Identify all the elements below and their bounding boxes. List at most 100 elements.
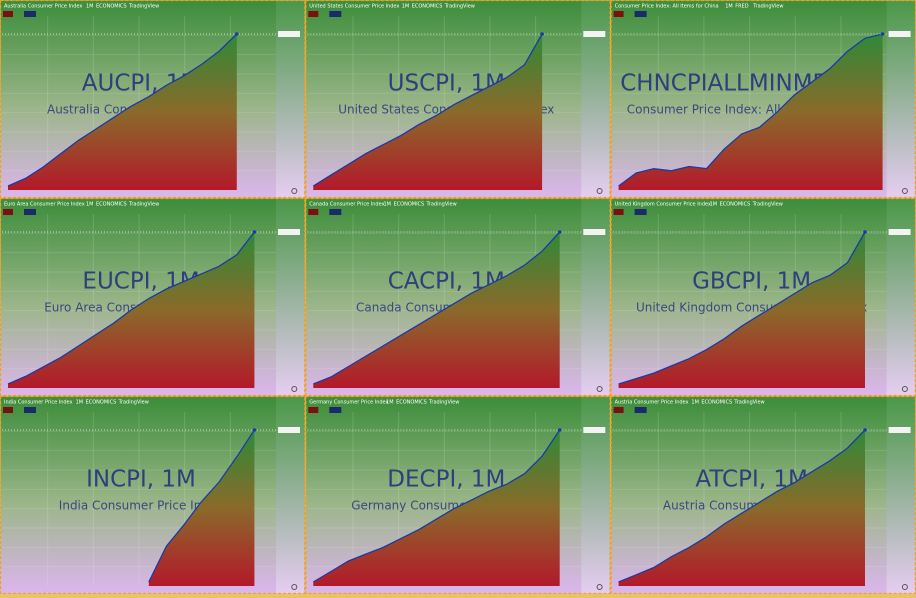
price-area	[148, 430, 255, 586]
ohlc-badge	[329, 11, 342, 17]
ohlc-badge	[613, 11, 624, 17]
chart-header: Australia Consumer Price Index	[4, 4, 82, 10]
source: ECONOMICS	[96, 202, 127, 208]
panel-border	[610, 0, 916, 199]
price-line	[618, 429, 866, 583]
chart-panel: Euro Area Consumer Price Index 1M ECONOMIC…	[0, 197, 306, 397]
last-price-tag	[583, 229, 606, 235]
price-line	[148, 429, 255, 583]
ohlc-badge	[634, 209, 647, 215]
panel-border	[0, 0, 306, 199]
platform: TradingView	[444, 4, 475, 10]
price-axis	[886, 396, 915, 594]
ohlc-badge	[308, 11, 319, 17]
source: ECONOMICS	[394, 202, 425, 208]
settings-icon	[901, 386, 908, 392]
price-line	[618, 231, 866, 385]
platform: TradingView	[733, 400, 764, 406]
chart-panel: Australia Consumer Price Index 1M ECONOMIC…	[0, 0, 306, 199]
ohlc-badge	[24, 407, 36, 413]
source: ECONOMICS	[720, 202, 751, 208]
ohlc-badge	[308, 209, 319, 215]
name-watermark: India Consumer Price Index	[59, 499, 223, 513]
settings-icon	[901, 188, 908, 194]
price-line	[7, 33, 238, 187]
last-price-tag	[583, 427, 606, 433]
chart-header: United States Consumer Price Index	[309, 4, 399, 10]
settings-icon	[291, 386, 298, 392]
price-axis	[581, 396, 610, 594]
chart-header: United Kingdom Consumer Price Index	[615, 202, 711, 208]
settings-icon	[596, 188, 603, 194]
chart-header: Consumer Price Index: All Items for Chin…	[615, 4, 719, 10]
interval: 1M	[384, 202, 392, 208]
settings-icon	[596, 386, 603, 392]
platform: TradingView	[426, 202, 457, 208]
last-point	[252, 428, 257, 432]
price-area	[618, 430, 865, 586]
settings-icon	[901, 584, 908, 590]
source: ECONOMICS	[396, 400, 427, 406]
platform: TradingView	[428, 400, 459, 406]
last-point	[863, 230, 867, 234]
ohlc-badge	[3, 11, 13, 17]
price-area	[618, 232, 865, 388]
price-area	[618, 34, 883, 190]
last-price-tag	[888, 31, 911, 37]
source: ECONOMICS	[701, 400, 732, 406]
source: ECONOMICS	[86, 400, 117, 406]
ohlc-badge	[613, 407, 624, 413]
ohlc-badge	[634, 11, 647, 17]
panel-border	[305, 0, 611, 199]
source: ECONOMICS	[412, 4, 443, 10]
last-point	[880, 32, 885, 36]
last-price-tag	[278, 427, 300, 433]
last-price-tag	[583, 31, 606, 37]
ohlc-badge	[24, 209, 36, 215]
price-axis	[276, 0, 305, 198]
price-line	[313, 231, 561, 385]
interval: 1M	[725, 4, 733, 10]
ohlc-badge	[3, 209, 13, 215]
chart-header: Canada Consumer Price Index	[309, 202, 384, 208]
platform: TradingView	[128, 4, 159, 10]
price-axis	[276, 198, 305, 396]
interval: 1M	[710, 202, 718, 208]
interval: 1M	[691, 400, 699, 406]
ohlc-badge	[24, 11, 36, 17]
price-axis	[886, 0, 915, 198]
panel-border	[0, 395, 306, 595]
last-point	[235, 32, 239, 36]
symbol-watermark: INCPI, 1M	[86, 467, 196, 493]
last-point	[557, 428, 562, 432]
last-point	[557, 230, 562, 234]
last-price-tag	[888, 427, 911, 433]
interval: 1M	[86, 4, 94, 10]
chart-panel: Austria Consumer Price Index 1M ECONOMICS T…	[610, 395, 916, 595]
last-point	[540, 32, 544, 36]
source: FRED	[735, 4, 749, 10]
price-line	[618, 33, 883, 187]
settings-icon	[291, 584, 298, 590]
interval: 1M	[86, 202, 94, 208]
platform: TradingView	[752, 202, 783, 208]
platform: TradingView	[752, 4, 783, 10]
last-price-tag	[278, 31, 300, 37]
chart-panel: India Consumer Price Index 1M ECONOMICS Tra…	[0, 395, 306, 595]
panel-border	[610, 197, 916, 397]
interval: 1M	[76, 400, 84, 406]
chart-header: Austria Consumer Price Index	[615, 400, 689, 406]
panel-background	[0, 396, 305, 594]
price-area	[313, 232, 560, 388]
last-price-tag	[278, 229, 300, 235]
interval: 1M	[402, 4, 410, 10]
price-line	[312, 429, 561, 583]
price-area	[313, 430, 560, 586]
source: ECONOMICS	[96, 4, 127, 10]
platform: TradingView	[118, 400, 149, 406]
chart-header: Euro Area Consumer Price Index	[4, 202, 85, 208]
